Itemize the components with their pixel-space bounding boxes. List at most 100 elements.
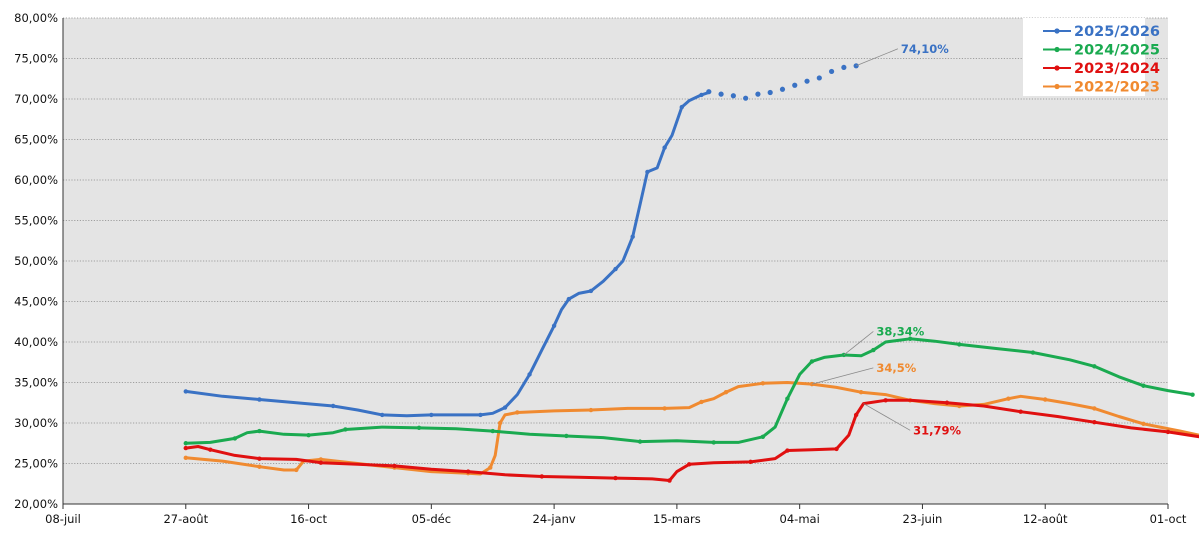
data-point-2023-2024 [208, 447, 213, 452]
data-point-2022-2023 [515, 410, 520, 415]
data-point-2024-2025 [711, 440, 716, 445]
end-value-label: 31,79% [913, 423, 961, 437]
data-point-2022-2023 [1092, 406, 1097, 411]
data-point-2025-2026 [699, 92, 704, 98]
legend-label: 2022/2023 [1074, 80, 1160, 96]
data-point-2025-2026 [804, 78, 810, 84]
data-point-2025-2026 [841, 64, 847, 71]
data-point-2023-2024 [539, 474, 545, 479]
y-tick-label: 55,00% [14, 214, 58, 228]
series-line-2023-2024 [184, 398, 1199, 482]
x-tick-label: 27-août [163, 512, 208, 526]
data-point-2024-2025 [183, 441, 188, 446]
data-point-2025-2026 [679, 104, 684, 110]
y-tick-label: 45,00% [14, 295, 58, 309]
data-point-2024-2025 [257, 428, 262, 434]
gridlines [62, 17, 1168, 505]
legend-label: 2023/2024 [1074, 61, 1160, 77]
data-point-2024-2025 [564, 433, 569, 439]
data-point-2022-2023 [588, 407, 594, 413]
data-point-2025-2026 [645, 169, 650, 175]
data-point-2025-2026 [718, 91, 724, 97]
data-point-2025-2026 [630, 234, 635, 239]
end-value-label: 74,10% [901, 42, 949, 56]
data-point-2025-2026 [792, 82, 798, 88]
x-tick-label: 08-juil [45, 512, 81, 526]
y-tick-label: 75,00% [14, 52, 58, 66]
data-point-2024-2025 [490, 428, 495, 434]
data-point-2022-2023 [294, 467, 299, 473]
leader-line [843, 331, 874, 356]
data-point-2025-2026 [613, 266, 618, 272]
data-point-2022-2023 [257, 464, 262, 469]
data-point-2025-2026 [380, 412, 385, 418]
data-point-2025-2026 [662, 145, 667, 150]
x-tick-label: 24-janv [533, 512, 576, 526]
legend-label: 2025/2026 [1074, 24, 1160, 40]
data-point-2024-2025 [306, 432, 311, 438]
data-point-2025-2026 [706, 89, 712, 95]
data-point-2024-2025 [1190, 392, 1195, 397]
data-point-2023-2024 [183, 445, 188, 451]
data-point-2025-2026 [566, 296, 572, 302]
x-tick-label: 15-mars [653, 512, 701, 526]
data-point-2023-2024 [785, 448, 790, 453]
series-line-2025-2026 [184, 91, 711, 418]
data-point-2025-2026 [257, 397, 262, 402]
data-point-2023-2024 [853, 412, 859, 418]
legend-marker [1054, 28, 1060, 34]
data-point-2023-2024 [465, 469, 471, 474]
series-lines [183, 63, 1199, 483]
data-point-2025-2026 [588, 288, 594, 294]
x-tick-label: 16-oct [290, 512, 327, 526]
data-point-2023-2024 [613, 475, 618, 481]
data-point-2024-2025 [871, 347, 876, 353]
data-point-2025-2026 [429, 412, 434, 418]
x-tick-label: 01-oct [1150, 512, 1187, 526]
y-tick-label: 70,00% [14, 92, 58, 106]
y-tick-label: 40,00% [14, 335, 58, 349]
leader-line [811, 367, 874, 385]
data-point-2025-2026 [779, 86, 786, 92]
y-tick-label: 50,00% [14, 254, 58, 268]
data-point-2022-2023 [760, 381, 766, 386]
data-point-2025-2026 [743, 95, 749, 101]
data-point-2025-2026 [527, 372, 532, 377]
end-value-label: 38,34% [876, 324, 924, 338]
data-point-2024-2025 [637, 439, 643, 444]
data-point-2024-2025 [907, 336, 913, 341]
data-point-2024-2025 [957, 342, 962, 347]
x-tick-label: 04-mai [780, 512, 820, 526]
data-point-2023-2024 [667, 478, 672, 483]
data-point-2024-2025 [785, 396, 790, 401]
legend-label: 2024/2025 [1074, 43, 1160, 59]
data-point-2023-2024 [1018, 409, 1023, 414]
x-tick-label: 23-juin [903, 512, 943, 526]
data-point-2023-2024 [748, 459, 753, 465]
y-tick-label: 80,00% [14, 11, 58, 25]
legend-marker [1054, 83, 1060, 90]
data-point-2025-2026 [767, 89, 773, 96]
y-tick-label: 60,00% [14, 173, 58, 187]
data-point-2024-2025 [1030, 350, 1036, 355]
data-point-2022-2023 [1043, 397, 1048, 402]
legend-marker [1054, 65, 1060, 71]
data-point-2024-2025 [1141, 383, 1146, 388]
data-point-2024-2025 [232, 436, 238, 441]
legend: 2025/2026 2024/2025 2023/2024 2022/2023 [1023, 18, 1160, 96]
data-point-2022-2023 [858, 390, 864, 395]
data-point-2022-2023 [723, 390, 729, 395]
data-point-2023-2024 [392, 463, 397, 469]
y-tick-label: 65,00% [14, 133, 58, 147]
data-point-2023-2024 [944, 400, 950, 405]
x-tick-label: 12-août [1023, 512, 1068, 526]
data-point-2024-2025 [1092, 364, 1097, 369]
data-point-2024-2025 [416, 425, 422, 431]
data-labels: 74,10% 38,34% 31,79% 34,5% [811, 42, 962, 437]
data-point-2025-2026 [816, 75, 822, 81]
data-point-2023-2024 [883, 398, 888, 403]
y-tick-label: 25,00% [14, 457, 58, 471]
leader-line [855, 48, 899, 67]
y-tick-label: 20,00% [14, 497, 58, 511]
